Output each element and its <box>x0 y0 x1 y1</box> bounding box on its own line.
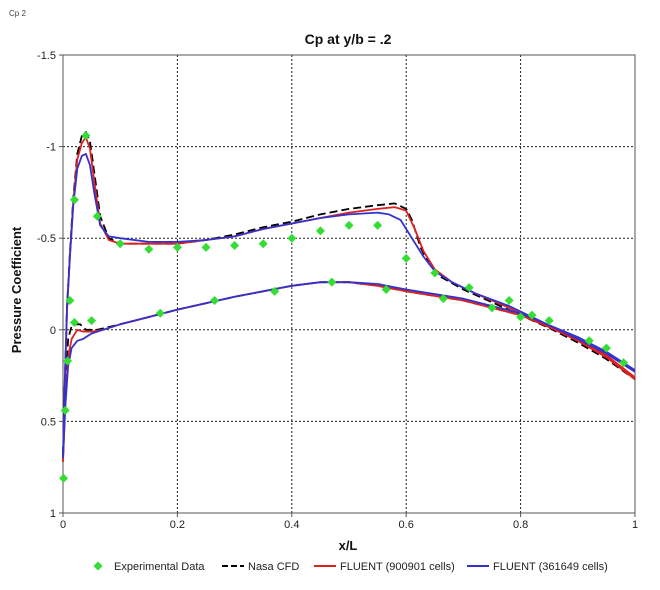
series-line-nasa-cfd-lower <box>62 281 636 455</box>
data-point-experimental <box>373 220 383 230</box>
window-tab-label: Cp 2 <box>9 9 26 18</box>
data-point-experimental <box>344 220 354 230</box>
data-point-experimental <box>87 316 97 326</box>
legend-entry: FLUENT (361649 cells) <box>467 561 608 573</box>
data-point-experimental <box>619 358 629 368</box>
data-point-experimental <box>155 308 165 318</box>
legend-entry: FLUENT (900901 cells) <box>314 561 455 573</box>
data-point-experimental <box>270 286 280 296</box>
series-layer <box>59 131 636 483</box>
y-tick-label: 0 <box>50 325 56 337</box>
data-point-experimental <box>59 473 69 483</box>
chart-legend: Experimental Data Nasa CFD FLUENT (900901 … <box>93 561 608 573</box>
plot-area-frame <box>62 54 636 514</box>
data-point-experimental <box>601 343 611 353</box>
data-point-experimental <box>210 295 220 305</box>
axis-ticks: 0 0.2 0.4 0.6 0.8 1 -1.5 -1 -0.5 0 0.5 1 <box>37 50 638 531</box>
data-point-experimental <box>172 242 182 252</box>
x-tick-label: 0.4 <box>284 519 299 531</box>
series-line-nasa-cfd-upper <box>62 131 636 455</box>
legend-marker-diamond <box>93 561 103 571</box>
data-point-experimental <box>504 295 514 305</box>
legend-label: Nasa CFD <box>248 561 299 573</box>
y-tick-label: 1 <box>50 508 56 520</box>
legend-label: Experimental Data <box>114 561 205 573</box>
y-tick-label: -1.5 <box>37 50 56 62</box>
data-point-experimental <box>315 226 325 236</box>
data-point-experimental <box>401 253 411 263</box>
data-point-experimental <box>584 336 594 346</box>
data-point-experimental <box>60 405 70 415</box>
data-point-experimental <box>63 356 73 366</box>
y-tick-label: 0.5 <box>41 416 56 428</box>
x-tick-label: 0.6 <box>399 519 414 531</box>
legend-label: FLUENT (900901 cells) <box>340 561 455 573</box>
grid-lines <box>63 55 635 513</box>
data-point-experimental <box>544 316 554 326</box>
x-tick-label: 0.2 <box>170 519 185 531</box>
data-point-experimental <box>287 233 297 243</box>
x-tick-label: 0 <box>60 519 66 531</box>
data-point-experimental <box>230 241 240 251</box>
data-point-experimental <box>516 312 526 322</box>
data-point-experimental <box>92 211 102 221</box>
x-axis-label: x/L <box>339 538 358 553</box>
data-point-experimental <box>258 239 268 249</box>
x-tick-label: 1 <box>632 519 638 531</box>
series-line-fluent-361649-cells-upper <box>62 153 636 459</box>
y-tick-label: -0.5 <box>37 233 56 245</box>
data-point-experimental <box>69 195 79 205</box>
y-tick-label: -1 <box>46 142 56 154</box>
data-point-experimental <box>327 277 337 287</box>
series-line-fluent-900901-cells-upper <box>62 136 636 462</box>
series-line-fluent-900901-cells-lower <box>62 281 636 462</box>
data-point-experimental <box>527 310 537 320</box>
legend-label: FLUENT (361649 cells) <box>493 561 608 573</box>
y-axis-label: Pressure Coefficient <box>9 226 24 353</box>
legend-entry: Nasa CFD <box>222 561 299 573</box>
data-point-experimental <box>69 317 79 327</box>
data-point-experimental <box>430 268 440 278</box>
data-point-experimental <box>438 294 448 304</box>
series-line-fluent-361649-cells-lower <box>62 281 636 459</box>
data-point-experimental <box>115 239 125 249</box>
legend-entry: Experimental Data <box>93 561 205 573</box>
data-point-experimental <box>144 244 154 254</box>
data-point-experimental <box>381 284 391 294</box>
x-tick-label: 0.8 <box>513 519 528 531</box>
data-point-experimental <box>65 295 75 305</box>
data-point-experimental <box>201 242 211 252</box>
chart-title: Cp at y/b = .2 <box>305 31 392 47</box>
data-point-experimental <box>487 303 497 313</box>
data-point-experimental <box>81 131 91 141</box>
data-point-experimental <box>464 283 474 293</box>
